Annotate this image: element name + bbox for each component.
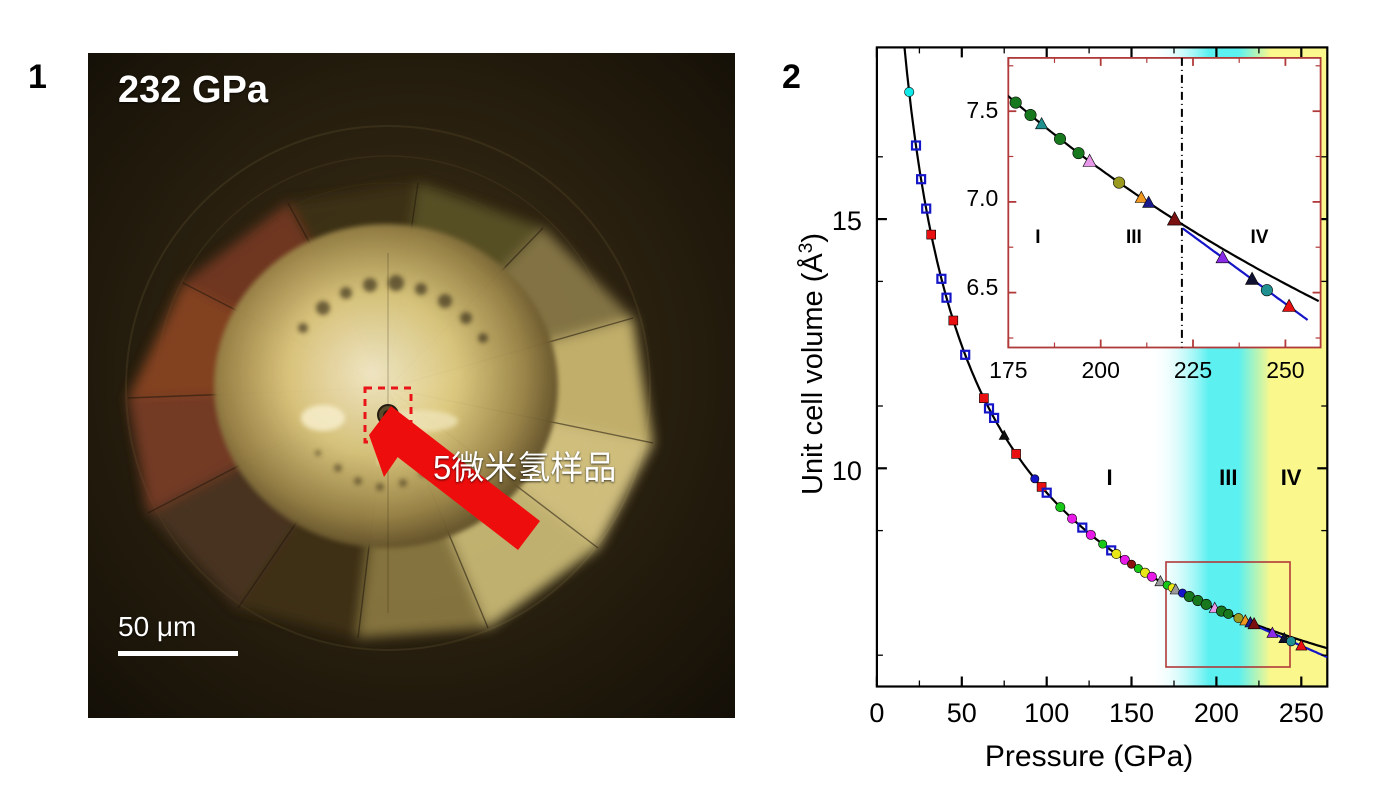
svg-text:200: 200 <box>1082 357 1120 383</box>
svg-text:III: III <box>1126 227 1142 248</box>
svg-text:IV: IV <box>1281 465 1302 490</box>
svg-text:IV: IV <box>1251 227 1269 248</box>
svg-text:225: 225 <box>1174 357 1212 383</box>
svg-text:I: I <box>1106 465 1112 490</box>
svg-text:10: 10 <box>832 456 862 486</box>
svg-text:III: III <box>1219 465 1237 490</box>
svg-text:250: 250 <box>1279 698 1324 728</box>
svg-text:7.0: 7.0 <box>966 185 998 211</box>
svg-text:I: I <box>1035 227 1040 248</box>
svg-text:0: 0 <box>869 698 884 728</box>
svg-text:6.5: 6.5 <box>966 274 998 300</box>
svg-text:100: 100 <box>1024 698 1069 728</box>
svg-text:7.5: 7.5 <box>966 97 998 123</box>
svg-text:50: 50 <box>947 698 977 728</box>
svg-text:Pressure (GPa): Pressure (GPa) <box>985 740 1193 773</box>
svg-text:175: 175 <box>989 357 1027 383</box>
svg-text:200: 200 <box>1194 698 1239 728</box>
svg-text:250: 250 <box>1266 357 1304 383</box>
svg-text:15: 15 <box>832 206 862 236</box>
svg-text:150: 150 <box>1109 698 1154 728</box>
svg-text:Unit cell volume (Å3): Unit cell volume (Å3) <box>796 233 830 495</box>
